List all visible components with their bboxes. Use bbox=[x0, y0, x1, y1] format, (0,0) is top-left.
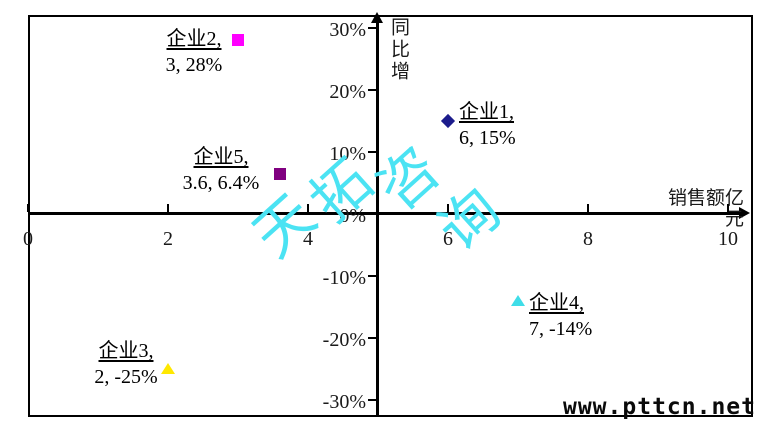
data-point-name: 企业2, bbox=[166, 28, 222, 51]
data-point-marker bbox=[232, 34, 244, 47]
y-tick bbox=[368, 213, 377, 215]
y-tick bbox=[368, 151, 377, 153]
x-tick bbox=[447, 204, 449, 212]
data-point-marker bbox=[161, 363, 175, 374]
y-tick-label: -20% bbox=[322, 329, 366, 351]
data-point-label: 企业5, 3.6, 6.4% bbox=[173, 144, 269, 196]
y-tick-label: 0% bbox=[339, 205, 366, 227]
y-tick-label: 30% bbox=[329, 19, 366, 41]
data-point-value: 3.6, 6.4% bbox=[182, 172, 260, 195]
y-axis-arrow-icon bbox=[371, 12, 383, 23]
x-tick bbox=[167, 204, 169, 212]
x-tick bbox=[27, 204, 29, 212]
x-axis-line bbox=[28, 212, 740, 215]
y-tick-label: 20% bbox=[329, 81, 366, 103]
y-tick bbox=[368, 89, 377, 91]
x-tick-label: 0 bbox=[23, 228, 33, 250]
data-point-value: 3, 28% bbox=[165, 54, 223, 77]
y-tick bbox=[368, 337, 377, 339]
data-point-value: 2, -25% bbox=[94, 366, 158, 388]
data-point-name: 企业5, bbox=[193, 146, 249, 169]
site-credit: www.pttcn.net bbox=[562, 394, 756, 420]
x-tick bbox=[727, 204, 729, 212]
data-point-label: 企业4, 7, -14% bbox=[529, 290, 592, 342]
plot-border bbox=[28, 15, 753, 417]
y-tick bbox=[368, 275, 377, 277]
data-point-label: 企业1, 6, 15% bbox=[459, 99, 516, 151]
y-tick bbox=[368, 399, 377, 401]
y-axis-line bbox=[376, 22, 379, 415]
x-axis-title: 销售额亿元 bbox=[667, 188, 744, 230]
x-tick-label: 10 bbox=[718, 228, 738, 250]
x-tick bbox=[307, 204, 309, 212]
x-tick bbox=[587, 204, 589, 212]
data-point-label: 企业2, 3, 28% bbox=[154, 26, 234, 78]
data-point-marker bbox=[274, 168, 286, 181]
data-point-name: 企业1, bbox=[459, 101, 514, 123]
y-tick-label: 10% bbox=[329, 143, 366, 165]
data-point-label: 企业3, 2, -25% bbox=[86, 338, 166, 390]
x-tick-label: 8 bbox=[583, 228, 593, 250]
data-point-value: 7, -14% bbox=[529, 317, 593, 340]
data-point-name: 企业3, bbox=[98, 340, 154, 362]
x-tick-label: 4 bbox=[303, 228, 313, 250]
x-tick-label: 6 bbox=[443, 228, 453, 250]
data-point-name: 企业4, bbox=[529, 291, 584, 314]
x-tick-label: 2 bbox=[163, 228, 173, 250]
x-axis-arrow-icon bbox=[739, 207, 750, 219]
y-axis-title: 同比增 bbox=[388, 17, 409, 83]
data-point-value: 6, 15% bbox=[459, 127, 516, 149]
y-tick-label: -10% bbox=[322, 267, 366, 289]
data-point-marker bbox=[511, 294, 525, 306]
y-tick bbox=[368, 27, 377, 29]
y-tick-label: -30% bbox=[322, 391, 366, 413]
